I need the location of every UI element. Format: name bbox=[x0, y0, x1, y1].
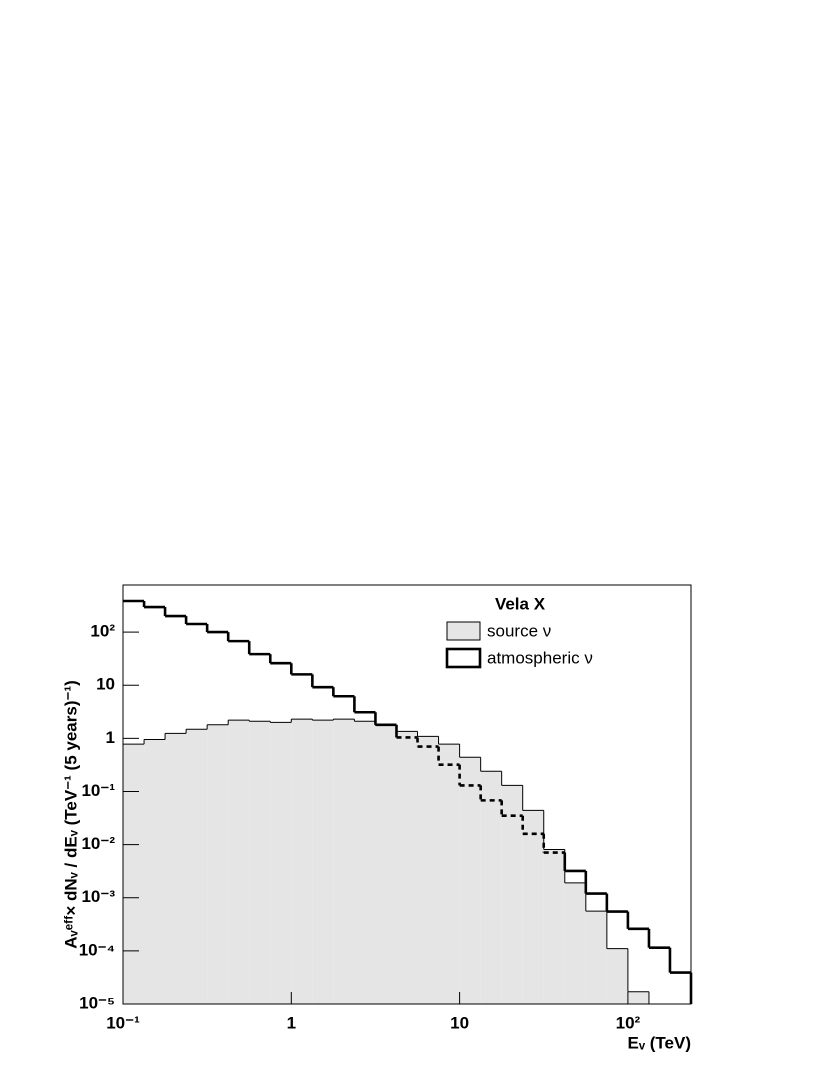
bar bbox=[144, 739, 166, 1004]
plot-frame bbox=[122, 584, 692, 1005]
y-tick-label: 10 bbox=[96, 675, 115, 694]
bar bbox=[312, 720, 334, 1004]
bar bbox=[270, 722, 292, 1004]
legend-label: atmospheric ν bbox=[487, 648, 593, 667]
bar bbox=[606, 948, 628, 1004]
y-tick-label: 10⁻² bbox=[81, 834, 115, 853]
y-tick-label: 10⁻³ bbox=[81, 887, 115, 906]
bar bbox=[333, 719, 355, 1004]
legend-swatch bbox=[446, 621, 481, 641]
bar bbox=[249, 721, 271, 1004]
bar bbox=[186, 729, 208, 1004]
y-tick-label: 10⁻⁴ bbox=[79, 940, 115, 959]
x-tick-label: 10 bbox=[450, 1013, 469, 1032]
bar bbox=[522, 810, 544, 1004]
bar bbox=[564, 882, 586, 1004]
bar bbox=[459, 757, 481, 1004]
bar bbox=[501, 785, 523, 1004]
bar bbox=[438, 744, 460, 1004]
bar bbox=[396, 731, 418, 1004]
legend-swatch bbox=[445, 647, 482, 669]
x-tick-label: 1 bbox=[287, 1013, 296, 1032]
bar bbox=[123, 744, 145, 1004]
x-axis-title: Eᵥ (TeV) bbox=[628, 1033, 691, 1052]
bar bbox=[375, 725, 397, 1004]
bar bbox=[228, 720, 250, 1004]
y-tick-label: 10⁻¹ bbox=[81, 781, 115, 800]
legend-title: Vela X bbox=[495, 594, 546, 613]
x-tick-label: 10⁻¹ bbox=[106, 1013, 140, 1032]
x-tick-label: 10² bbox=[616, 1013, 641, 1032]
bar bbox=[417, 736, 439, 1004]
bar bbox=[165, 733, 187, 1004]
bar bbox=[354, 721, 376, 1004]
bar bbox=[543, 849, 565, 1004]
y-tick-label: 1 bbox=[106, 728, 115, 747]
bar bbox=[291, 719, 313, 1004]
legend-label: source ν bbox=[487, 621, 551, 640]
bar bbox=[585, 911, 607, 1004]
bar bbox=[627, 991, 649, 1004]
y-tick-label: 10⁻⁵ bbox=[79, 993, 115, 1012]
bar bbox=[480, 771, 502, 1004]
y-tick-label: 10² bbox=[90, 622, 115, 641]
y-axis-title: Aᵥᵉᶠᶠ× dNᵥ / dEᵥ (TeV⁻¹ (5 years)⁻¹) bbox=[61, 680, 80, 949]
bar bbox=[207, 724, 229, 1004]
